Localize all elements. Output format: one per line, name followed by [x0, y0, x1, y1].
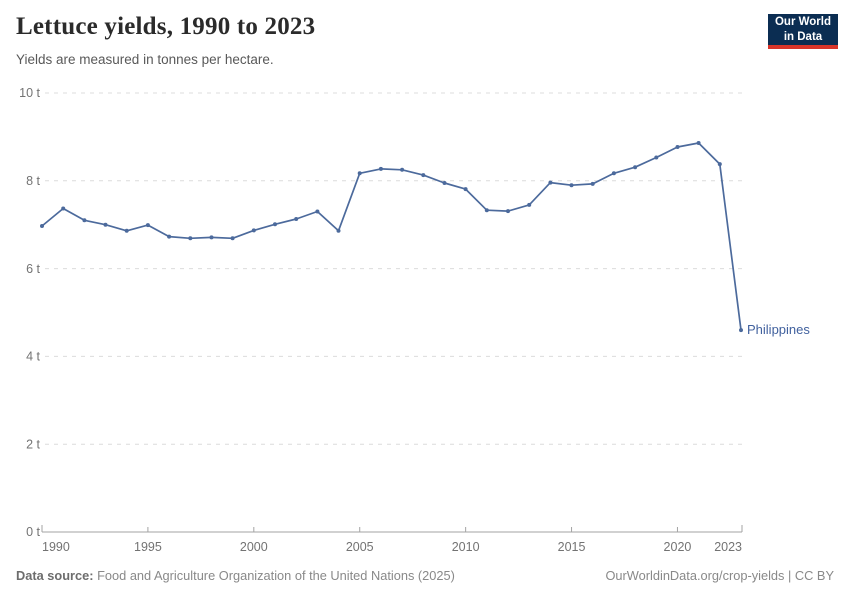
- data-point[interactable]: [315, 209, 320, 214]
- data-source-label: Data source:: [16, 568, 94, 583]
- axis-layer: 1990 1995 2000 2005 2010 2015 2020 2023: [41, 525, 743, 554]
- x-tick-label: 2010: [452, 540, 480, 554]
- data-point[interactable]: [717, 162, 722, 167]
- data-point[interactable]: [145, 223, 150, 228]
- data-source-text: Food and Agriculture Organization of the…: [97, 568, 455, 583]
- data-point[interactable]: [633, 165, 638, 170]
- y-tick-label: 4 t: [26, 350, 40, 364]
- data-point[interactable]: [675, 145, 680, 149]
- data-point[interactable]: [103, 222, 108, 227]
- data-point[interactable]: [357, 171, 362, 176]
- data-point[interactable]: [124, 228, 129, 233]
- data-point[interactable]: [654, 155, 659, 160]
- data-point[interactable]: [739, 328, 743, 333]
- page-title: Lettuce yields, 1990 to 2023: [16, 13, 316, 40]
- x-tick-label: 1990: [42, 540, 70, 554]
- data-point[interactable]: [251, 228, 256, 233]
- x-tick-label: 2023: [714, 540, 742, 554]
- data-source-note: Data source: Food and Agriculture Organi…: [16, 568, 455, 583]
- data-point[interactable]: [421, 173, 426, 178]
- data-point[interactable]: [294, 217, 299, 221]
- grid-layer: 0 t 2 t 4 t 6 t 8 t 10 t: [19, 86, 742, 539]
- x-tick-label: 2005: [346, 540, 374, 554]
- data-point[interactable]: [336, 228, 341, 233]
- owid-logo[interactable]: Our World in Data: [768, 14, 838, 49]
- series-layer: [40, 141, 743, 333]
- data-point[interactable]: [209, 235, 214, 240]
- x-tick-label: 1995: [134, 540, 162, 554]
- series-line[interactable]: [41, 142, 742, 331]
- data-point[interactable]: [463, 187, 468, 192]
- chart-subtitle: Yields are measured in tonnes per hectar…: [16, 52, 274, 67]
- data-point[interactable]: [167, 234, 172, 239]
- data-point[interactable]: [40, 224, 44, 228]
- x-tick-label: 2020: [664, 540, 692, 554]
- data-point[interactable]: [61, 206, 66, 211]
- data-point[interactable]: [484, 208, 489, 213]
- data-point[interactable]: [82, 218, 87, 223]
- data-point[interactable]: [569, 183, 574, 188]
- y-tick-label: 6 t: [26, 262, 40, 276]
- data-point[interactable]: [611, 171, 616, 176]
- chart-footer: Data source: Food and Agriculture Organi…: [16, 568, 834, 583]
- data-point[interactable]: [527, 202, 532, 207]
- x-tick-label: 2000: [240, 540, 268, 554]
- data-point[interactable]: [548, 180, 553, 185]
- y-tick-label: 2 t: [26, 437, 40, 451]
- data-point[interactable]: [273, 222, 277, 227]
- y-tick-label: 0 t: [26, 525, 40, 539]
- data-point[interactable]: [590, 181, 595, 186]
- y-tick-label: 8 t: [26, 174, 40, 188]
- series-label-philippines[interactable]: Philippines: [747, 322, 810, 338]
- data-point[interactable]: [378, 166, 383, 171]
- owid-link[interactable]: OurWorldinData.org/crop-yields | CC BY: [605, 568, 834, 583]
- x-tick-label: 2015: [558, 540, 586, 554]
- data-point[interactable]: [506, 209, 510, 214]
- data-point[interactable]: [188, 236, 193, 241]
- data-point[interactable]: [442, 181, 447, 185]
- data-point[interactable]: [230, 236, 235, 241]
- y-tick-label: 10 t: [19, 86, 40, 100]
- owid-logo-line1: Our World: [774, 16, 831, 29]
- data-point[interactable]: [696, 141, 701, 145]
- owid-logo-line2: in Data: [783, 30, 823, 43]
- data-point[interactable]: [400, 167, 405, 172]
